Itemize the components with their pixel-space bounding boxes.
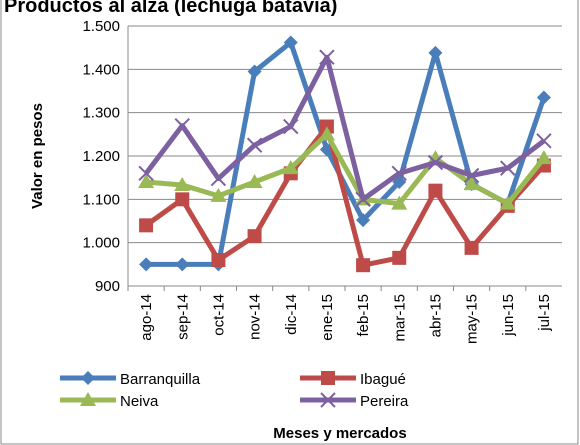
marker — [318, 126, 335, 141]
marker — [246, 137, 263, 153]
marker — [138, 174, 155, 188]
marker — [391, 165, 407, 182]
y-tick-label: 900 — [95, 278, 120, 295]
x-tick-label: jun-15 — [500, 294, 517, 337]
marker — [499, 195, 516, 210]
legend-label: Ibagué — [360, 371, 406, 388]
marker — [283, 118, 299, 135]
marker — [283, 35, 298, 50]
y-tick-label: 1.200 — [82, 148, 120, 165]
marker — [282, 160, 299, 175]
marker — [247, 64, 262, 79]
marker — [210, 187, 227, 202]
marker — [428, 45, 443, 60]
y-tick-label: 1.100 — [82, 191, 120, 208]
marker — [536, 133, 552, 149]
marker — [247, 229, 262, 244]
marker — [175, 192, 190, 207]
y-tick-label: 1.300 — [82, 105, 120, 122]
x-tick-label: ago-14 — [138, 294, 155, 341]
marker — [174, 117, 190, 134]
marker — [500, 160, 516, 176]
marker — [427, 154, 444, 171]
marker — [174, 177, 191, 192]
marker — [80, 392, 96, 406]
marker — [392, 250, 407, 265]
y-tick-label: 1.400 — [82, 61, 120, 78]
marker — [81, 371, 95, 385]
marker — [246, 174, 263, 188]
legend-label: Barranquilla — [120, 371, 201, 388]
marker — [535, 150, 552, 165]
x-tick-label: dic-14 — [283, 294, 300, 335]
legend-label: Pereira — [360, 393, 409, 410]
x-tick-label: mar-15 — [391, 294, 408, 342]
x-tick-label: nov-14 — [247, 294, 264, 340]
marker — [391, 195, 408, 210]
marker — [320, 392, 336, 408]
marker — [175, 257, 190, 272]
marker — [356, 258, 371, 273]
legend-label: Neiva — [120, 393, 159, 410]
x-tick-label: oct-14 — [210, 294, 227, 336]
marker — [211, 253, 226, 267]
x-axis-title: Meses y mercados — [273, 425, 406, 442]
marker — [355, 191, 371, 208]
marker — [210, 170, 227, 187]
marker — [139, 218, 154, 233]
chart-title: Productos al alza (lechuga batavia) — [4, 0, 337, 17]
marker — [321, 371, 335, 385]
x-tick-label: sep-14 — [174, 294, 191, 340]
marker — [463, 167, 480, 184]
series-line — [144, 54, 546, 202]
marker — [463, 176, 480, 191]
x-tick-label: jul-15 — [536, 294, 553, 332]
y-tick-label: 1.500 — [82, 18, 120, 35]
x-tick-label: feb-15 — [355, 294, 372, 337]
marker — [319, 49, 335, 65]
x-tick-label: abr-15 — [427, 294, 444, 337]
series-line — [144, 124, 546, 268]
x-tick-label: may-15 — [464, 294, 481, 344]
y-axis-title: Valor en pesos — [29, 103, 46, 209]
marker — [428, 183, 443, 198]
marker — [464, 240, 479, 255]
marker — [356, 213, 371, 228]
x-tick-label: ene-15 — [319, 294, 336, 341]
marker — [427, 150, 444, 165]
y-tick-label: 1.000 — [82, 235, 120, 252]
marker — [536, 90, 551, 105]
marker — [138, 165, 154, 182]
marker — [139, 257, 154, 272]
